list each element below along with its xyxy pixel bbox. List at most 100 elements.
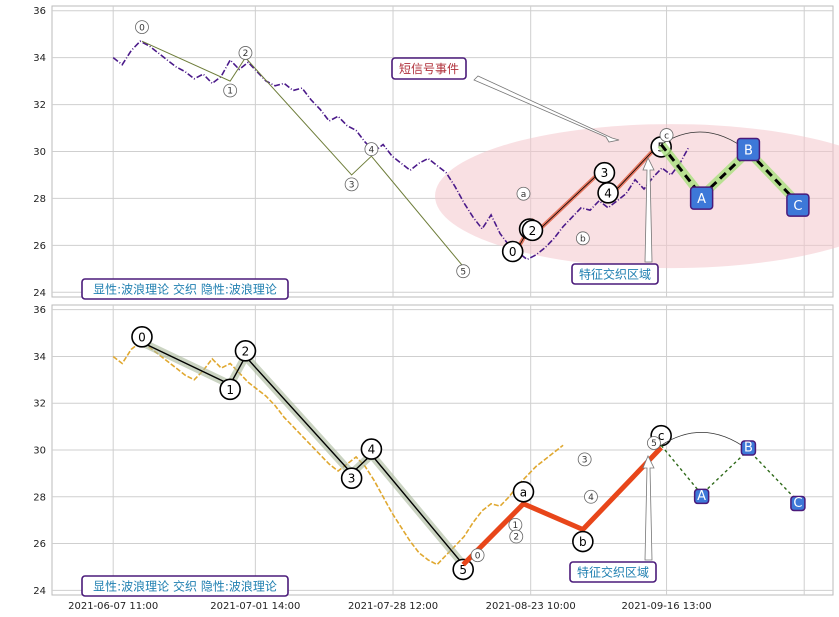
small-wave-marker <box>470 548 485 563</box>
projection-marker <box>689 186 714 210</box>
x-tick-label: 2021-08-23 10:00 <box>486 601 576 612</box>
projection-marker <box>786 193 810 217</box>
projection-label: A <box>697 489 706 504</box>
wave-line <box>141 341 464 566</box>
y-tick-label: 26 <box>33 539 46 550</box>
event-arrow <box>473 75 620 143</box>
small-wave-label: 3 <box>349 181 355 191</box>
small-wave-marker <box>584 489 598 504</box>
wave-marker <box>521 219 544 242</box>
region-arrow <box>642 455 655 561</box>
legend-text: 显性:波浪理论 交织 隐性:波浪理论 <box>93 579 277 594</box>
projection-label: B <box>744 144 753 159</box>
region-label-box <box>569 561 657 583</box>
wave-label: 4 <box>368 443 376 457</box>
region-label: 特征交织区域 <box>577 565 649 580</box>
small-wave-label: 0 <box>475 551 481 561</box>
wave-marker <box>452 558 474 581</box>
projection-marker <box>736 137 761 162</box>
wave-marker <box>360 438 383 460</box>
event-label-box <box>391 57 467 80</box>
y-tick-label: 32 <box>33 100 46 111</box>
small-wave-marker <box>456 264 471 279</box>
wave-marker <box>597 182 619 204</box>
event-label: 短信号事件 <box>399 62 459 76</box>
small-wave-label: a <box>521 190 527 200</box>
small-wave-label: 4 <box>588 493 594 503</box>
wave-label: 0 <box>138 330 146 344</box>
wave-label: 0 <box>509 245 517 259</box>
wave-marker <box>340 467 363 489</box>
y-tick-label: 36 <box>33 305 46 316</box>
y-tick-label: 26 <box>33 241 46 252</box>
small-wave-label: 4 <box>369 145 375 155</box>
x-tick-label: 2021-07-28 12:00 <box>348 601 438 612</box>
abc-label: a <box>520 485 527 499</box>
x-tick-label: 2021-07-01 14:00 <box>210 601 300 612</box>
small-wave-label: 0 <box>139 23 145 33</box>
abc-label: c <box>658 429 665 443</box>
small-wave-label: 1 <box>513 521 519 531</box>
wave-marker <box>219 378 241 401</box>
small-wave-marker <box>238 46 253 60</box>
wave-label: 5 <box>459 563 467 577</box>
small-wave-label: 5 <box>460 267 466 277</box>
wave-label: 2 <box>529 224 537 238</box>
y-tick-label: 30 <box>33 446 46 457</box>
wave-label: 4 <box>604 186 612 200</box>
y-tick-label: 30 <box>33 147 46 158</box>
wave-marker <box>234 340 257 362</box>
region-label: 特征交织区域 <box>579 267 651 282</box>
wave-label: 3 <box>601 166 609 180</box>
abc-marker <box>512 480 535 503</box>
small-wave-marker <box>575 231 590 246</box>
abc-main-line <box>461 445 663 567</box>
trend-line <box>141 40 464 267</box>
wave-marker <box>501 240 524 263</box>
small-wave-marker <box>223 83 238 98</box>
wave-label: 1 <box>226 383 234 397</box>
small-wave-label: c <box>664 131 669 141</box>
small-wave-marker <box>516 186 531 201</box>
y-tick-label: 28 <box>33 194 46 205</box>
y-tick-label: 34 <box>33 53 46 64</box>
price-line <box>112 341 564 566</box>
abc-label: b <box>579 535 587 549</box>
legend-box <box>81 575 289 597</box>
price-line <box>112 40 690 261</box>
y-tick-label: 28 <box>33 492 46 503</box>
y-tick-label: 36 <box>33 6 46 17</box>
projection-label: A <box>697 192 706 207</box>
y-tick-label: 24 <box>33 586 46 597</box>
projection-line <box>659 143 799 205</box>
small-wave-marker <box>135 20 149 35</box>
projection-label: C <box>793 199 802 214</box>
small-wave-marker <box>509 529 524 544</box>
panel-bottom: 24262830323436012345abcABC012345特征交织区域显性… <box>33 304 834 597</box>
y-tick-label: 32 <box>33 399 46 410</box>
small-wave-marker <box>577 452 592 467</box>
projection-marker <box>693 488 710 505</box>
wave-marker <box>131 326 153 348</box>
projection-line <box>660 444 799 502</box>
small-wave-label: 3 <box>582 456 588 466</box>
wave-label: 3 <box>348 472 356 486</box>
region-label-box <box>571 263 659 285</box>
legend-box <box>81 278 289 300</box>
x-tick-label: 2021-09-16 13:00 <box>621 601 711 612</box>
small-wave-label: 2 <box>243 49 249 59</box>
projection-marker <box>790 495 806 512</box>
y-tick-label: 24 <box>33 288 46 299</box>
region-arrow <box>642 157 655 263</box>
small-wave-label: 1 <box>227 87 233 97</box>
small-wave-label: 2 <box>513 533 519 543</box>
projection-label: B <box>744 441 753 456</box>
small-wave-marker <box>647 436 661 450</box>
legend-text: 显性:波浪理论 交织 隐性:波浪理论 <box>93 282 277 297</box>
small-wave-marker <box>344 177 359 192</box>
wave-label: 2 <box>242 344 250 358</box>
projection-label: C <box>793 496 802 511</box>
projection-arc <box>660 432 749 451</box>
small-wave-marker <box>659 128 674 142</box>
